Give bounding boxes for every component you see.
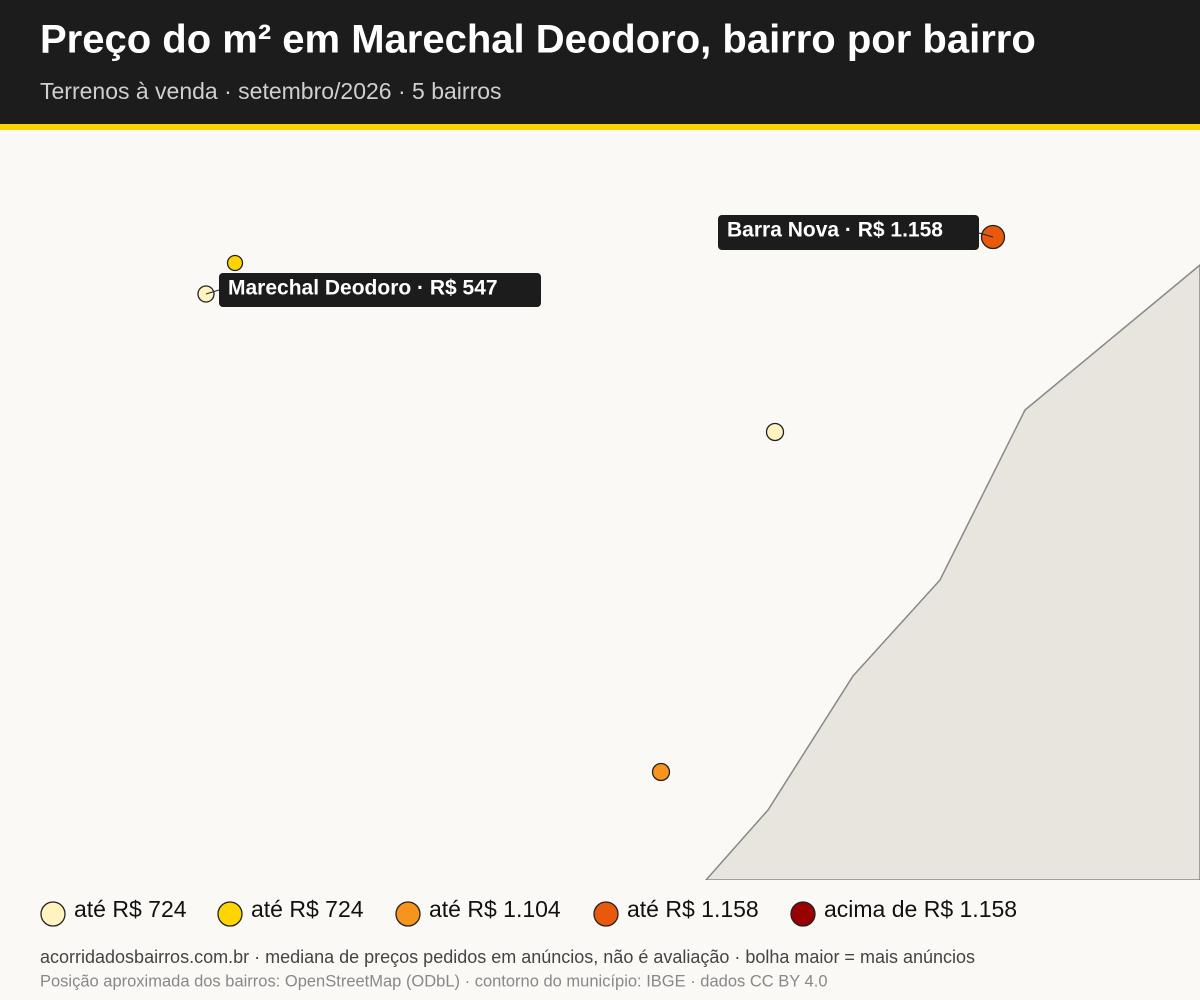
legend-area	[0, 880, 1200, 1000]
legend-label: até R$ 1.158	[627, 896, 759, 922]
legend-swatch	[40, 901, 66, 927]
footer-source: acorridadosbairros.com.br · mediana de p…	[40, 947, 975, 967]
leader-line	[205, 289, 220, 295]
map-label: Barra Nova · R$ 1.158	[727, 219, 943, 242]
legend-label: acima de R$ 1.158	[824, 896, 1017, 922]
title: Preço do m² em Marechal Deodoro, bairro …	[40, 18, 1036, 62]
leader-line	[978, 232, 994, 238]
neighborhood-point	[765, 422, 785, 442]
legend-label: até R$ 724	[74, 896, 187, 922]
legend-label: até R$ 724	[251, 896, 364, 922]
header-bar	[0, 0, 1200, 124]
label-box	[219, 273, 541, 307]
neighborhood-point	[651, 762, 671, 782]
legend-swatch	[217, 901, 243, 927]
municipality-outline	[704, 264, 1200, 881]
legend-swatch	[790, 901, 816, 927]
legend-label: até R$ 1.104	[429, 896, 561, 922]
header-stripe	[0, 124, 1200, 130]
subtitle: Terrenos à venda · setembro/2026 · 5 bai…	[40, 78, 502, 104]
label-box	[718, 215, 979, 250]
neighborhood-point	[226, 254, 244, 272]
map-label: Marechal Deodoro · R$ 547	[228, 277, 498, 300]
legend-swatch	[593, 901, 619, 927]
legend: até R$ 724 até R$ 724 até R$ 1.104 até R$ 1…	[40, 896, 1017, 927]
legend-swatch	[395, 901, 421, 927]
footer-credits: Posição aproximada dos bairros: OpenStre…	[40, 972, 828, 990]
